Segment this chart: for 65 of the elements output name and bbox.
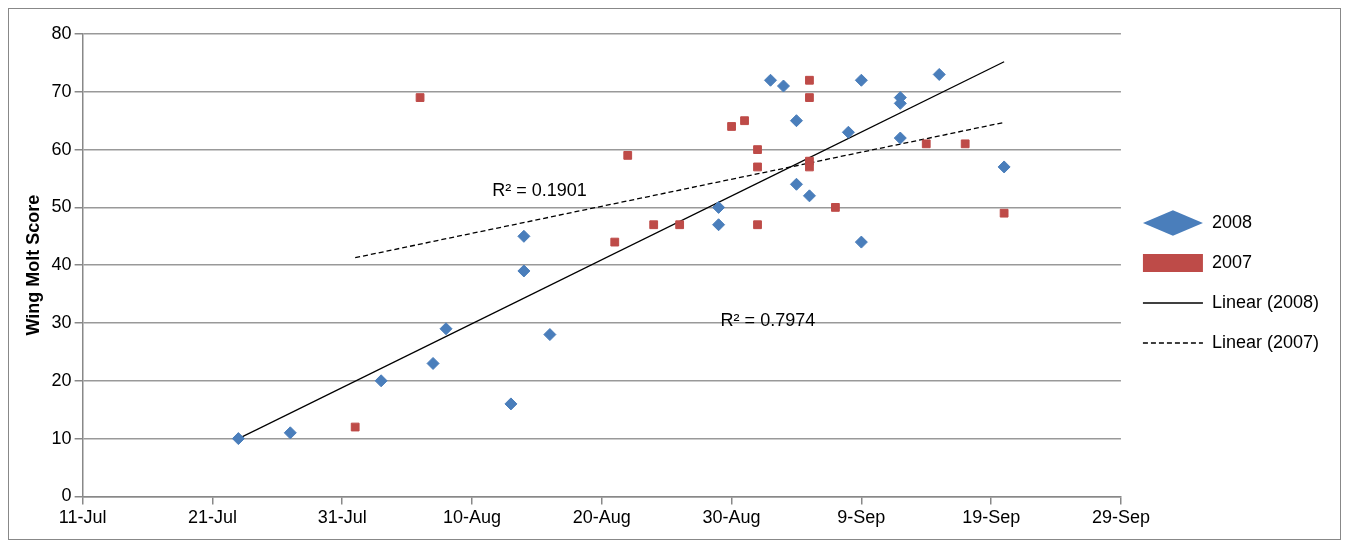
point bbox=[789, 177, 803, 191]
point bbox=[764, 73, 777, 87]
point bbox=[841, 125, 855, 139]
point bbox=[854, 235, 868, 249]
x-tick-label: 21-Jul bbox=[187, 507, 237, 528]
x-tick-label: 31-Jul bbox=[317, 507, 367, 528]
point bbox=[805, 75, 814, 85]
point bbox=[960, 139, 970, 149]
y-tick-label: 10 bbox=[51, 427, 72, 448]
legend-label: 2007 bbox=[1211, 251, 1252, 272]
y-tick-label: 40 bbox=[51, 254, 72, 275]
point bbox=[623, 150, 633, 160]
point bbox=[753, 145, 762, 154]
point bbox=[415, 93, 425, 102]
point bbox=[997, 160, 1011, 174]
y-tick-label: 30 bbox=[51, 311, 72, 332]
legend-label: 2008 bbox=[1211, 211, 1252, 232]
x-tick-label: 11-Jul bbox=[58, 507, 107, 528]
point bbox=[517, 229, 531, 243]
point bbox=[805, 93, 814, 102]
point bbox=[350, 422, 360, 432]
x-tick-label: 20-Aug bbox=[572, 507, 631, 528]
y-tick-label: 0 bbox=[61, 485, 72, 506]
point bbox=[426, 356, 440, 370]
y-axis-title: Wing Molt Score bbox=[22, 194, 43, 336]
annotation: R² = 0.7974 bbox=[720, 309, 816, 330]
annotation: R² = 0.1901 bbox=[492, 180, 587, 201]
point bbox=[999, 208, 1009, 218]
point bbox=[610, 237, 620, 247]
y-tick-label: 60 bbox=[51, 138, 72, 159]
point bbox=[802, 189, 816, 203]
x-tick-label: 29-Sep bbox=[1091, 507, 1150, 528]
x-tick-label: 19-Sep bbox=[962, 507, 1021, 528]
y-tick-label: 70 bbox=[51, 80, 72, 101]
point bbox=[374, 374, 388, 388]
point bbox=[921, 139, 931, 149]
point bbox=[231, 432, 245, 446]
point bbox=[753, 162, 762, 172]
point bbox=[932, 67, 946, 81]
y-tick-label: 80 bbox=[51, 22, 72, 43]
legend-label: Linear (2007) bbox=[1211, 331, 1320, 352]
point bbox=[517, 264, 531, 278]
x-tick-label: 30-Aug bbox=[702, 507, 761, 528]
point bbox=[504, 397, 518, 411]
x-tick-label: 10-Aug bbox=[442, 507, 502, 528]
x-tick-label: 9-Sep bbox=[837, 507, 886, 528]
point bbox=[727, 122, 736, 131]
point bbox=[893, 131, 907, 145]
y-tick-label: 20 bbox=[51, 369, 72, 390]
point bbox=[854, 73, 868, 87]
point bbox=[776, 79, 790, 93]
legend-label: Linear (2008) bbox=[1211, 291, 1320, 312]
y-tick-label: 50 bbox=[51, 196, 72, 217]
point bbox=[789, 114, 803, 128]
point bbox=[753, 220, 762, 230]
point bbox=[283, 426, 297, 440]
point bbox=[649, 220, 659, 230]
point bbox=[543, 328, 557, 342]
point bbox=[831, 203, 840, 212]
point bbox=[805, 162, 814, 172]
point bbox=[712, 218, 726, 232]
point bbox=[675, 220, 685, 230]
point bbox=[740, 116, 749, 126]
point bbox=[439, 322, 453, 336]
point bbox=[712, 200, 726, 214]
